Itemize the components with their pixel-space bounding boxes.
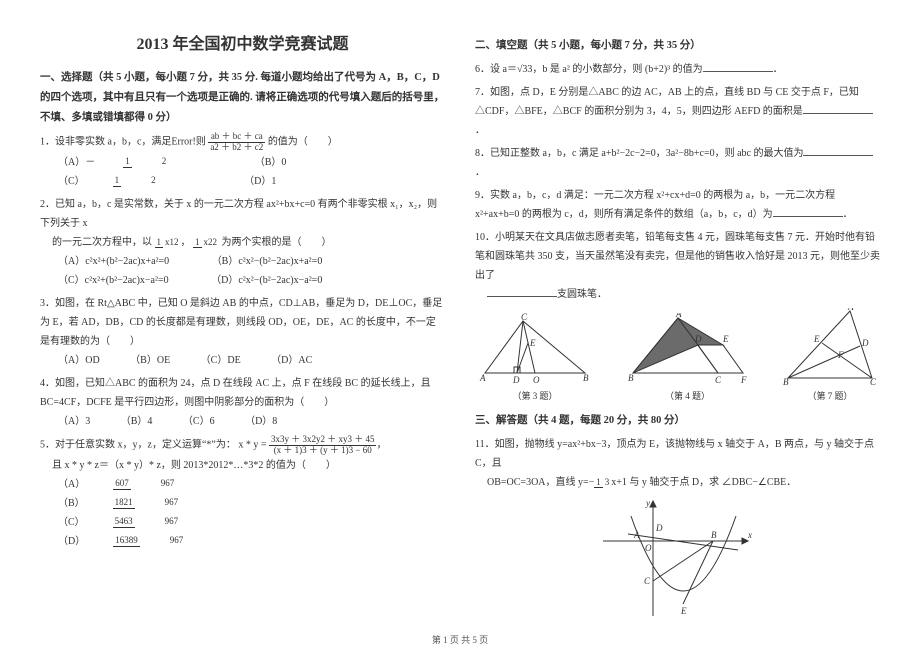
q2-opt-a: （A）c²x²+(b²−2ac)x+a²=0 (58, 252, 169, 271)
q5-opt-b: （B）1821967 (58, 494, 236, 513)
question-6: 6．设 a＝√33，b 是 a² 的小数部分，则 (b+2)³ 的值为． (475, 60, 880, 79)
question-3: 3．如图，在 Rt△ABC 中，已知 O 是斜边 AB 的中点，CD⊥AB，垂足… (40, 294, 445, 370)
q4-opt-a: （A）3 (58, 412, 90, 431)
q5-options: （A）607967 （B）1821967 （C）5463967 （D）16389… (40, 475, 445, 551)
svg-text:E: E (722, 334, 729, 344)
svg-text:C: C (521, 313, 528, 322)
q4-opt-c: （C）6 (183, 412, 215, 431)
section-1-heading: 一、选择题（共 5 小题，每小题 7 分，共 35 分. 每道小题均给出了代号为… (40, 68, 445, 128)
q1-fraction: ab ＋ bc ＋ ca a2 ＋ b2 ＋ c2 (208, 132, 265, 153)
question-11: 11．如图，抛物线 y=ax²+bx−3，顶点为 E，该抛物线与 x 轴交于 A… (475, 435, 880, 492)
section-3-heading: 三、解答题（共 4 题，每题 20 分，共 80 分） (475, 411, 880, 431)
blank (773, 207, 843, 217)
svg-text:C: C (715, 375, 722, 385)
q5-fraction: 3x3y ＋ 3x2y2 ＋ xy3 ＋ 45 (x ＋ 1)3 ＋ (y ＋ … (269, 435, 377, 456)
svg-text:A: A (847, 308, 854, 312)
svg-text:D: D (694, 334, 702, 344)
question-2: 2．已知 a，b，c 是实常数，关于 x 的一元二次方程 ax²+bx+c=0 … (40, 195, 445, 290)
svg-text:O: O (645, 543, 652, 553)
svg-text:O: O (533, 375, 540, 385)
figure-q3: CA DO BE （第 3 题） (475, 313, 595, 405)
q5-opt-c: （C）5463967 (58, 513, 236, 532)
q2-opt-c: （C）c²x²+(b²−2ac)x−a²=0 (58, 271, 169, 290)
svg-text:A: A (633, 530, 640, 540)
svg-text:A: A (675, 313, 682, 319)
q3-opt-c: （C）DE (201, 351, 241, 370)
section-2-heading: 二、填空题（共 5 小题，每小题 7 分，共 35 分） (475, 36, 880, 56)
svg-text:F: F (837, 350, 844, 360)
q3-opt-b: （B）OE (130, 351, 170, 370)
svg-text:C: C (870, 377, 877, 387)
question-7: 7．如图，点 D，E 分别是△ABC 的边 AC，AB 上的点，直线 BD 与 … (475, 83, 880, 140)
figure-q7: AB CD EF （第 7 题） (780, 308, 880, 405)
svg-text:A: A (479, 373, 486, 383)
q1-opt-d: （D）1 (244, 172, 276, 191)
right-column: 二、填空题（共 5 小题，每小题 7 分，共 35 分） 6．设 a＝√33，b… (475, 30, 880, 644)
figure-q4: AB DE CF （第 4 题） (623, 313, 753, 405)
q3-options: （A）OD （B）OE （C）DE （D）AC (40, 351, 445, 370)
left-column: 2013 年全国初中数学竞赛试题 一、选择题（共 5 小题，每小题 7 分，共 … (40, 30, 445, 644)
q3-opt-a: （A）OD (58, 351, 100, 370)
svg-text:D: D (655, 523, 663, 533)
q5-opt-a: （A）607967 (58, 475, 232, 494)
svg-text:F: F (740, 375, 747, 385)
figure-q11: x y AO D B C E (475, 496, 880, 626)
q1-options: （A）－12 （B）0 （C）12 （D）1 (40, 153, 445, 191)
svg-text:x: x (747, 530, 752, 540)
blank (703, 62, 773, 72)
page-footer: 第 1 页 共 5 页 (0, 633, 920, 646)
svg-text:B: B (711, 530, 717, 540)
q4-opt-d: （D）8 (245, 412, 277, 431)
question-8: 8．已知正整数 a，b，c 满足 a+b²−2c−2=0，3a²−8b+c=0，… (475, 144, 880, 182)
svg-text:E: E (680, 606, 687, 616)
svg-text:E: E (529, 338, 536, 348)
q1-opt-b: （B）0 (255, 153, 287, 172)
figures-row: CA DO BE （第 3 题） AB (475, 308, 880, 405)
q2-options: （A）c²x²+(b²−2ac)x+a²=0 （B）c²x²−(b²−2ac)x… (40, 252, 445, 290)
q3-opt-d: （D）AC (271, 351, 312, 370)
svg-text:C: C (644, 576, 651, 586)
svg-text:D: D (512, 375, 520, 385)
q2-opt-b: （B）c²x²−(b²−2ac)x+a²=0 (212, 252, 323, 271)
question-4: 4．如图，已知△ABC 的面积为 24，点 D 在线段 AC 上，点 F 在线段… (40, 374, 445, 431)
svg-text:y: y (645, 498, 650, 508)
svg-text:B: B (628, 373, 634, 383)
q1-opt-a: （A）－12 (58, 153, 224, 172)
q2-opt-d: （D）c²x²−(b²−2ac)x−a²=0 (211, 271, 322, 290)
q1-text: 1．设非零实数 a，b，c，满足Error!则 (40, 137, 206, 148)
page-title: 2013 年全国初中数学竞赛试题 (40, 30, 445, 60)
blank (803, 104, 873, 114)
svg-text:B: B (583, 373, 589, 383)
q4-options: （A）3 （B）4 （C）6 （D）8 (40, 412, 445, 431)
question-10: 10．小明某天在文具店做志愿者卖笔，铅笔每支售 4 元，圆珠笔每支售 7 元．开… (475, 228, 880, 304)
blank (803, 146, 873, 156)
svg-text:B: B (783, 377, 789, 387)
question-5: 5．对于任意实数 x，y，z，定义运算“*”为： x * y = 3x3y ＋ … (40, 435, 445, 551)
q5-opt-d: （D）16389967 (58, 532, 241, 551)
question-1: 1．设非零实数 a，b，c，满足Error!则 ab ＋ bc ＋ ca a2 … (40, 132, 445, 191)
blank (487, 287, 557, 297)
svg-text:E: E (813, 334, 820, 344)
svg-text:D: D (861, 338, 869, 348)
q1-opt-c: （C）12 (58, 172, 214, 191)
exam-page: 2013 年全国初中数学竞赛试题 一、选择题（共 5 小题，每小题 7 分，共 … (0, 0, 920, 654)
question-9: 9．实数 a，b，c，d 满足：一元二次方程 x²+cx+d=0 的两根为 a，… (475, 186, 880, 224)
q4-opt-b: （B）4 (121, 412, 153, 431)
